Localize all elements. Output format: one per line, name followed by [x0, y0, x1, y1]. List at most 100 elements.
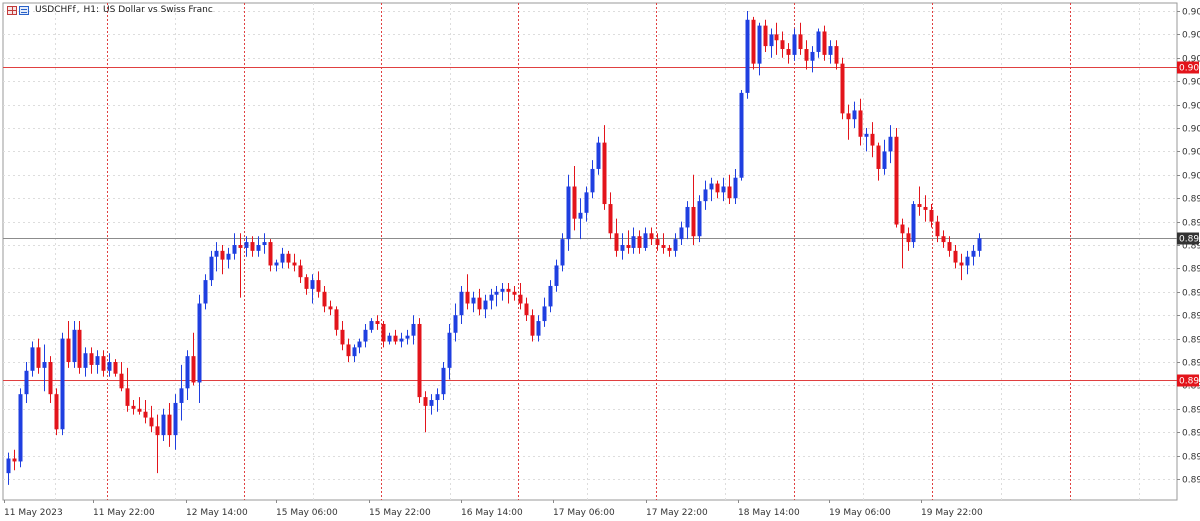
- candle-body-down: [292, 262, 297, 266]
- candle-body-down: [780, 40, 785, 50]
- candle-body-up: [500, 288, 505, 292]
- candle-body-down: [935, 221, 940, 237]
- candle-body-up: [30, 347, 35, 371]
- candle-body-up: [232, 245, 237, 254]
- candle-body-down: [667, 247, 672, 251]
- candle-body-down: [727, 186, 732, 199]
- y-tick-label: 0.89500: [1182, 336, 1200, 346]
- x-tick-label: 12 May 14:00: [186, 508, 248, 518]
- x-tick-label: 16 May 14:00: [461, 508, 523, 518]
- candle-body-down: [191, 356, 196, 383]
- symbol-label: USDCHFf: [35, 5, 76, 15]
- candle-body-up: [554, 265, 559, 286]
- bid-price-label: 0.89843: [1179, 235, 1200, 245]
- candle-body-down: [304, 277, 309, 289]
- y-tick-label: 0.90460: [1182, 55, 1200, 65]
- candle-body-up: [214, 250, 219, 257]
- candle-body-up: [560, 239, 565, 266]
- candle-body-up: [441, 367, 446, 395]
- y-tick-label: 0.90380: [1182, 78, 1200, 88]
- trade-panel-icon[interactable]: [7, 5, 17, 15]
- candle-body-down: [137, 408, 142, 412]
- candle-body-up: [453, 315, 458, 333]
- candle-body-down: [637, 236, 642, 248]
- candle-body-up: [363, 329, 368, 342]
- price-level-badge: [1177, 374, 1199, 387]
- candle-body-up: [310, 280, 315, 289]
- candle-body-up: [810, 51, 815, 61]
- x-tick-label: 11 May 22:00: [93, 508, 155, 518]
- candle-body-down: [608, 204, 613, 234]
- candle-body-up: [280, 253, 285, 263]
- candle-body-down: [524, 303, 529, 316]
- candle-body-down: [840, 63, 845, 114]
- candle-body-up: [703, 189, 708, 202]
- candle-body-down: [786, 49, 791, 55]
- candle-body-up: [256, 245, 261, 251]
- candle-body-up: [971, 250, 976, 257]
- candle-body-down: [131, 405, 136, 409]
- candle-body-down: [858, 110, 863, 137]
- x-tick-label: 18 May 14:00: [738, 508, 800, 518]
- y-tick-label: 0.90540: [1182, 31, 1200, 41]
- candle-body-up: [584, 192, 589, 213]
- candle-body-up: [24, 370, 29, 395]
- price-level-label: 0.89358: [1179, 377, 1200, 387]
- candle-body-down: [375, 321, 380, 324]
- candle-body-up: [816, 31, 821, 52]
- candle-body-down: [465, 291, 470, 304]
- candle-body-down: [715, 183, 720, 193]
- candle-body-up: [369, 321, 374, 330]
- candle-body-up: [203, 280, 208, 304]
- candle-body-down: [393, 335, 398, 342]
- candle-body-down: [143, 411, 148, 418]
- candle-body-down: [906, 233, 911, 243]
- candle-body-up: [6, 458, 11, 474]
- candle-body-up: [911, 204, 916, 243]
- candle-body-up: [792, 34, 797, 55]
- candle-body-down: [870, 133, 875, 146]
- bid-price-badge: [1177, 232, 1199, 245]
- candle-body-up: [18, 394, 23, 462]
- y-tick-label: 0.89020: [1182, 476, 1200, 486]
- candle-body-up: [447, 332, 452, 368]
- x-tick-label: 15 May 06:00: [276, 508, 338, 518]
- chart-bars-icon[interactable]: [19, 5, 29, 15]
- candle-body-up: [60, 338, 65, 430]
- candle-body-up: [387, 335, 392, 342]
- candle-body-down: [346, 344, 351, 357]
- candle-body-down: [947, 242, 952, 251]
- candle-body-down: [894, 136, 899, 225]
- candle-body-up: [739, 92, 744, 178]
- candle-body-up: [226, 253, 231, 260]
- candle-body-down: [506, 288, 511, 292]
- candle-body-down: [649, 233, 654, 240]
- candle-body-down: [917, 204, 922, 207]
- candle-body-down: [959, 262, 964, 266]
- candle-body-down: [798, 34, 803, 50]
- candle-body-down: [250, 242, 255, 251]
- candle-body-down: [614, 233, 619, 251]
- candle-body-down: [119, 373, 124, 389]
- candle-body-down: [846, 113, 851, 120]
- symbol-description: US Dollar vs Swiss Franc: [103, 5, 213, 15]
- candle-body-up: [828, 46, 833, 55]
- candle-body-up: [489, 294, 494, 301]
- candle-body-down: [286, 253, 291, 263]
- candle-body-down: [125, 388, 130, 406]
- candle-body-down: [572, 186, 577, 219]
- candle-body-up: [536, 321, 541, 336]
- candle-body-down: [322, 291, 327, 307]
- candle-body-down: [691, 206, 696, 237]
- y-tick-label: 0.89980: [1182, 195, 1200, 205]
- header-separator: ,: [76, 5, 80, 15]
- candle-body-down: [518, 294, 523, 304]
- candle-body-up: [107, 362, 112, 371]
- candle-body-up: [471, 297, 476, 304]
- candle-body-down: [774, 34, 779, 41]
- y-tick-label: 0.89660: [1182, 289, 1200, 299]
- candle-body-up: [977, 238, 982, 251]
- candle-body-up: [745, 19, 750, 93]
